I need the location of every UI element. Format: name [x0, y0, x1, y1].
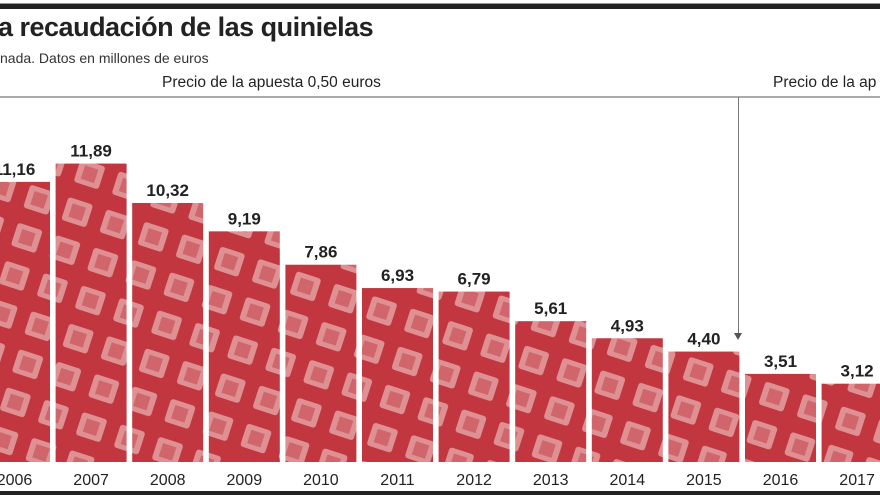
arrow-down-icon — [734, 333, 742, 340]
data-label-2017: 3,12 — [841, 362, 874, 381]
data-label-2013: 5,61 — [534, 299, 567, 318]
price-change-line — [738, 97, 739, 335]
x-tick-label-2009: 2009 — [227, 472, 263, 489]
bar-2007 — [55, 163, 127, 462]
x-tick-label-2010: 2010 — [303, 472, 339, 489]
data-label-2016: 3,51 — [764, 352, 797, 371]
x-tick-label-2006: 2006 — [0, 472, 32, 489]
bar-2008 — [132, 202, 204, 462]
x-tick-label-2016: 2016 — [763, 472, 799, 489]
bottom-rule — [0, 491, 880, 495]
bar-2013 — [515, 321, 587, 462]
bar-2017 — [821, 383, 880, 462]
x-tick-label-2012: 2012 — [456, 472, 492, 489]
data-label-2009: 9,19 — [228, 209, 261, 228]
data-label-2014: 4,93 — [611, 316, 644, 335]
bar-2011 — [362, 288, 433, 462]
bar-2014 — [591, 338, 663, 462]
data-label-2011: 6,93 — [381, 266, 414, 285]
data-label-2008: 10,32 — [146, 181, 189, 200]
x-tick-label-2011: 2011 — [380, 472, 415, 489]
data-label-2010: 7,86 — [304, 243, 337, 262]
bar-2006 — [0, 181, 50, 462]
x-tick-label-2017: 2017 — [839, 472, 875, 489]
x-tick-label-2007: 2007 — [73, 472, 109, 489]
data-label-2007: 11,89 — [70, 142, 112, 161]
chart-title: a recaudación de las quinielas — [0, 12, 374, 42]
x-tick-label-2015: 2015 — [686, 472, 722, 489]
data-label-2006: 11,16 — [0, 160, 35, 179]
header-rule — [0, 96, 880, 98]
bar-2015 — [668, 351, 740, 462]
data-label-2015: 4,40 — [687, 330, 720, 349]
bar-2016 — [745, 373, 816, 462]
bar-2009 — [208, 231, 280, 462]
x-tick-label-2008: 2008 — [150, 472, 186, 489]
bar-2010 — [285, 264, 357, 462]
price-annotation-2: Precio de la ap — [773, 74, 877, 91]
x-tick-label-2013: 2013 — [533, 472, 569, 489]
price-annotation-1: Precio de la apuesta 0,50 euros — [162, 74, 381, 91]
top-rule — [0, 3, 880, 9]
chart-subtitle: nada. Datos en millones de euros — [0, 50, 209, 66]
x-tick-label-2014: 2014 — [610, 472, 646, 489]
data-label-2012: 6,79 — [458, 270, 491, 289]
bar-2012 — [438, 291, 510, 462]
